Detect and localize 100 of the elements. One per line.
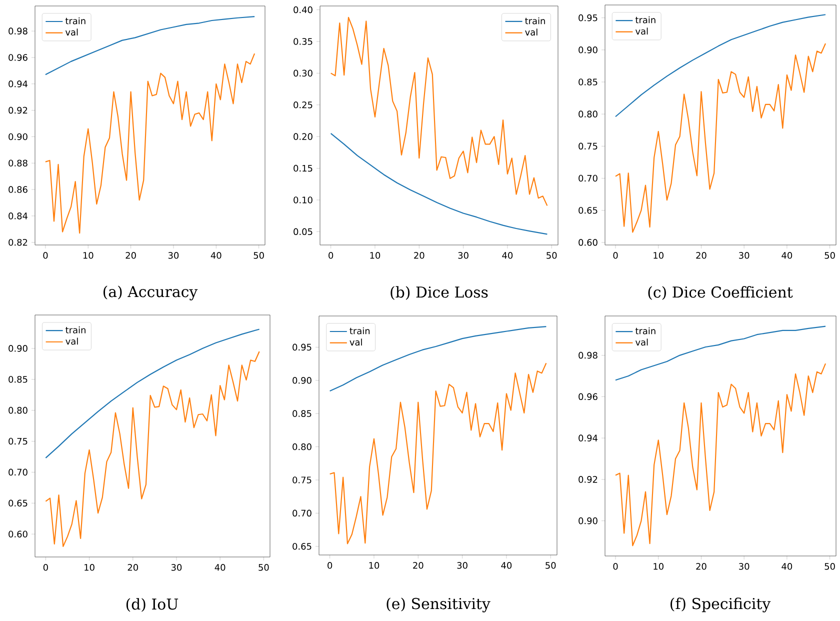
- x-tick-label: 50: [254, 252, 264, 259]
- x-tick-label: 10: [370, 252, 380, 259]
- y-tick-label: 0.80: [292, 443, 312, 450]
- y-tick-label: 0.98: [8, 28, 28, 34]
- y-tick-label: 0.90: [8, 345, 28, 352]
- y-tick-label: 0.80: [8, 406, 28, 414]
- x-tick-label: 50: [546, 252, 557, 259]
- line-series: [614, 363, 826, 546]
- x-tick-label: 10: [369, 562, 380, 569]
- y-tick-label: 0.85: [292, 410, 312, 417]
- x-tick-label: 50: [546, 562, 556, 569]
- legend-label: val: [635, 338, 648, 346]
- x-tick-label: 20: [126, 252, 136, 259]
- legend-label: val: [635, 28, 648, 35]
- y-tick-label: 0.65: [578, 206, 598, 214]
- x-tick-label: 40: [501, 562, 512, 569]
- line-series: [330, 132, 548, 235]
- x-tick-label: 40: [502, 252, 513, 259]
- y-tick-label: 0.86: [8, 186, 28, 193]
- y-tick-label: 0.96: [578, 393, 598, 400]
- line-series: [614, 326, 826, 381]
- x-tick-label: 0: [43, 252, 48, 259]
- y-tick-label: 0.05: [294, 228, 312, 236]
- x-tick-label: 50: [824, 563, 835, 570]
- x-tick-label: 20: [414, 252, 424, 259]
- legend-label: train: [65, 17, 86, 24]
- legend-label: val: [525, 28, 538, 36]
- x-tick-label: 10: [654, 563, 664, 570]
- x-tick-label: 20: [696, 563, 706, 570]
- y-tick-label: 0.88: [8, 160, 28, 167]
- text: (b) Dice Loss: [390, 286, 488, 300]
- y-tick-label: 0.10: [294, 196, 312, 204]
- x-tick-label: 10: [84, 564, 94, 571]
- line-series: [614, 14, 826, 118]
- y-tick-label: 0.84: [8, 212, 28, 220]
- y-tick-label: 0.70: [292, 510, 312, 517]
- x-tick-label: 50: [824, 252, 835, 259]
- y-tick-label: 0.82: [8, 238, 28, 246]
- x-tick-label: 30: [739, 563, 750, 570]
- x-tick-label: 40: [210, 252, 222, 259]
- legend-label: train: [66, 326, 86, 334]
- y-tick-label: 0.60: [8, 530, 28, 538]
- y-tick-label: 0.65: [292, 542, 312, 550]
- x-tick-label: 0: [328, 252, 334, 259]
- x-tick-label: 0: [43, 564, 48, 571]
- text: (e) Sensitivity: [386, 598, 490, 612]
- line-series: [44, 52, 256, 234]
- y-tick-label: 0.92: [8, 106, 28, 114]
- x-tick-label: 20: [696, 252, 706, 259]
- y-tick-label: 0.70: [8, 468, 28, 476]
- y-tick-label: 0.40: [294, 6, 312, 14]
- legend-label: train: [635, 16, 656, 24]
- x-tick-label: 30: [457, 562, 468, 569]
- y-tick-label: 0.95: [292, 344, 312, 351]
- y-tick-label: 0.75: [292, 476, 312, 484]
- y-tick-label: 0.96: [8, 54, 28, 61]
- x-tick-label: 10: [83, 252, 94, 259]
- line-series: [45, 350, 260, 548]
- line-series: [329, 362, 547, 544]
- y-tick-label: 0.90: [8, 133, 28, 140]
- x-tick-label: 50: [258, 564, 269, 571]
- y-tick-label: 0.75: [8, 438, 28, 445]
- legend-label: val: [66, 338, 78, 345]
- y-tick-label: 0.60: [578, 239, 598, 246]
- y-tick-label: 0.25: [294, 101, 312, 108]
- x-tick-label: 0: [613, 563, 618, 570]
- y-tick-label: 0.90: [578, 517, 598, 524]
- x-tick-label: 10: [654, 252, 664, 259]
- x-tick-label: 40: [782, 252, 792, 259]
- x-tick-label: 40: [782, 563, 792, 570]
- y-tick-label: 0.94: [578, 434, 598, 442]
- legend-label: val: [350, 338, 362, 346]
- y-tick-label: 0.35: [294, 38, 312, 45]
- y-tick-label: 0.70: [578, 174, 598, 182]
- x-tick-label: 0: [328, 562, 332, 569]
- y-tick-label: 0.30: [294, 70, 312, 77]
- x-tick-label: 0: [613, 252, 618, 259]
- y-tick-label: 0.90: [292, 376, 312, 384]
- text: (a) Accuracy: [104, 286, 198, 300]
- y-tick-label: 0.92: [578, 476, 598, 483]
- y-tick-label: 0.94: [8, 80, 28, 88]
- x-tick-label: 40: [214, 564, 226, 571]
- line-series: [614, 42, 826, 233]
- line-series: [330, 16, 548, 206]
- x-tick-label: 30: [171, 564, 182, 571]
- y-tick-label: 0.98: [578, 352, 598, 359]
- y-tick-label: 0.85: [578, 78, 598, 86]
- y-tick-label: 0.75: [578, 142, 598, 150]
- y-tick-label: 0.95: [578, 14, 598, 22]
- legend-label: val: [65, 28, 78, 36]
- legend-label: train: [525, 17, 545, 24]
- y-tick-label: 0.20: [294, 133, 312, 140]
- legend-label: train: [635, 327, 656, 334]
- x-tick-label: 20: [128, 564, 138, 571]
- x-tick-label: 30: [458, 252, 468, 259]
- text: (f) Specificity: [670, 598, 771, 612]
- y-tick-label: 0.65: [8, 500, 28, 507]
- x-tick-label: 30: [739, 252, 750, 259]
- y-tick-label: 0.85: [8, 376, 28, 383]
- y-tick-label: 0.80: [578, 110, 598, 118]
